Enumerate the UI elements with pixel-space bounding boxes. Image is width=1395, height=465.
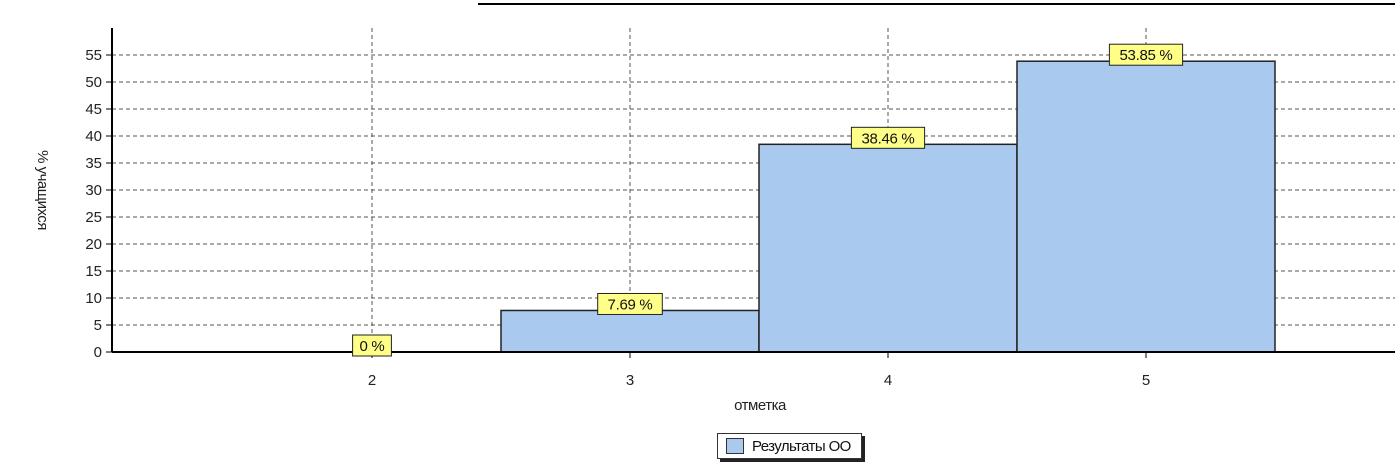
y-tick-label: 25 bbox=[85, 209, 102, 226]
data-label-box bbox=[1108, 43, 1184, 66]
y-tick-label: 35 bbox=[85, 155, 102, 172]
y-tick-label: 30 bbox=[85, 182, 102, 199]
x-tick-label: 2 bbox=[368, 372, 376, 389]
x-ticks: 2 3 4 5 bbox=[368, 352, 1150, 389]
y-tick-label: 55 bbox=[85, 47, 102, 64]
y-tick-label: 45 bbox=[85, 101, 102, 118]
grid bbox=[112, 28, 1395, 352]
y-ticks: 0 5 10 15 20 25 30 35 40 45 50 55 bbox=[85, 47, 112, 361]
data-labels: 0 % 7.69 % 38.46 % 53.85 % bbox=[352, 43, 1184, 357]
y-tick-label: 0 bbox=[94, 344, 102, 361]
y-tick-label: 10 bbox=[85, 290, 102, 307]
bar bbox=[500, 309, 760, 353]
x-tick-label: 3 bbox=[626, 372, 634, 389]
legend-label: Результаты ОО bbox=[752, 437, 851, 455]
bars bbox=[500, 60, 1276, 353]
y-tick-label: 50 bbox=[85, 74, 102, 91]
legend-swatch bbox=[726, 438, 744, 454]
data-label: 38.46 % bbox=[862, 130, 915, 147]
y-tick-label: 5 bbox=[94, 317, 102, 334]
legend: Результаты ОО bbox=[717, 433, 862, 459]
data-label: 7.69 % bbox=[608, 296, 653, 313]
data-label-box bbox=[597, 292, 663, 315]
y-tick-label: 20 bbox=[85, 236, 102, 253]
y-tick-label: 40 bbox=[85, 128, 102, 145]
y-tick-label: 15 bbox=[85, 263, 102, 280]
bar bbox=[1016, 60, 1276, 353]
y-axis-title: % учащихся bbox=[34, 150, 51, 230]
x-tick-label: 4 bbox=[884, 372, 892, 389]
data-label: 0 % bbox=[360, 338, 385, 355]
data-label-box bbox=[352, 334, 392, 357]
data-label-box bbox=[850, 126, 926, 149]
data-label: 53.85 % bbox=[1120, 47, 1173, 64]
bar bbox=[758, 143, 1018, 353]
x-axis-title: отметка bbox=[734, 397, 787, 414]
x-tick-label: 5 bbox=[1142, 372, 1150, 389]
